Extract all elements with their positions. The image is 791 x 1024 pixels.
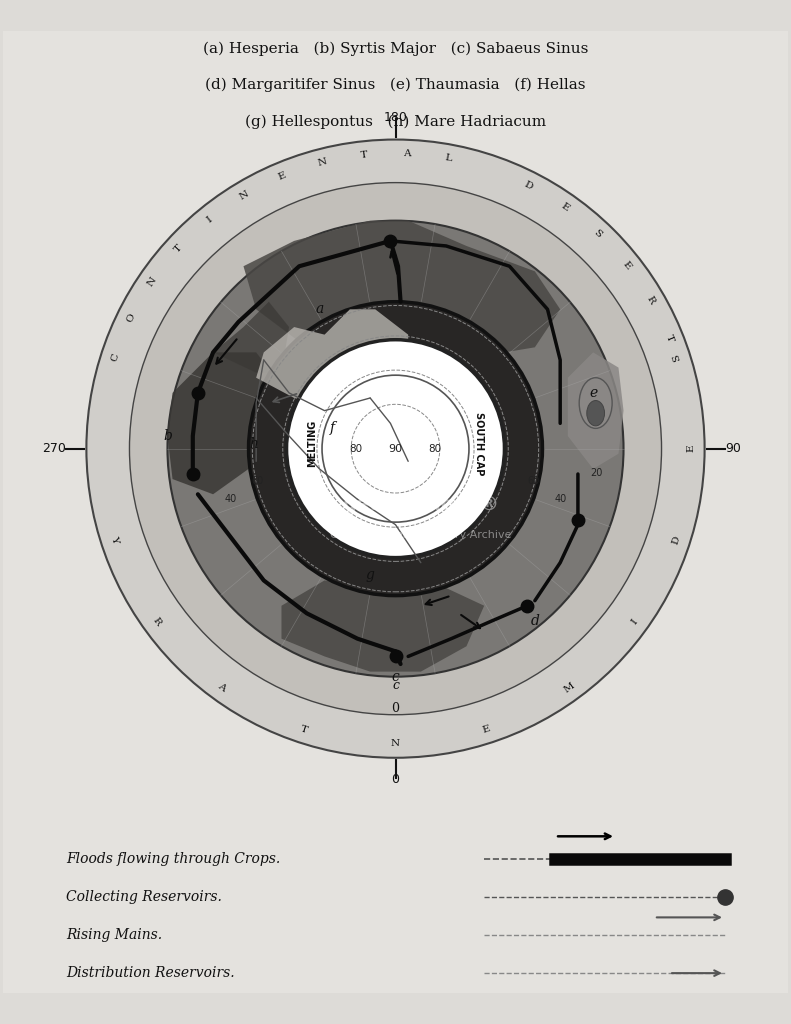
Text: S: S bbox=[671, 352, 682, 362]
Text: 20: 20 bbox=[188, 472, 201, 482]
Text: O: O bbox=[125, 312, 137, 324]
Circle shape bbox=[322, 375, 469, 522]
Text: Credit: Universal History Archive: Credit: Universal History Archive bbox=[330, 529, 512, 540]
Text: 90: 90 bbox=[725, 442, 740, 455]
Circle shape bbox=[248, 302, 543, 596]
Text: E: E bbox=[482, 724, 492, 735]
Text: E: E bbox=[277, 171, 287, 181]
Text: A: A bbox=[216, 682, 228, 693]
Text: E: E bbox=[686, 444, 695, 453]
Text: gettyimages®: gettyimages® bbox=[343, 495, 499, 514]
Text: C: C bbox=[109, 352, 120, 362]
Text: N: N bbox=[391, 739, 400, 749]
Text: D: D bbox=[523, 179, 535, 191]
Polygon shape bbox=[213, 302, 289, 373]
Text: N: N bbox=[146, 275, 158, 288]
Text: D: D bbox=[671, 535, 682, 545]
Text: c: c bbox=[392, 679, 399, 692]
Text: Rising Mains.: Rising Mains. bbox=[66, 928, 162, 942]
Text: Floods flowing through Crops.: Floods flowing through Crops. bbox=[66, 852, 280, 866]
Text: g: g bbox=[365, 568, 375, 583]
Ellipse shape bbox=[587, 400, 604, 426]
Text: 180: 180 bbox=[384, 112, 407, 124]
Circle shape bbox=[168, 220, 623, 677]
Text: T: T bbox=[664, 333, 675, 343]
Text: L: L bbox=[445, 154, 452, 164]
Text: N: N bbox=[238, 189, 251, 202]
Text: 60: 60 bbox=[528, 475, 540, 485]
Text: a: a bbox=[316, 302, 324, 316]
Text: (d) Margaritifer Sinus   (e) Thaumasia   (f) Hellas: (d) Margaritifer Sinus (e) Thaumasia (f)… bbox=[205, 78, 586, 92]
Text: T: T bbox=[300, 724, 309, 735]
Circle shape bbox=[286, 340, 505, 558]
Text: 40: 40 bbox=[225, 494, 237, 504]
Text: M: M bbox=[562, 681, 576, 694]
Text: 270: 270 bbox=[42, 442, 66, 455]
Text: 20: 20 bbox=[591, 468, 603, 478]
Polygon shape bbox=[244, 220, 560, 360]
Text: E: E bbox=[559, 201, 571, 213]
Ellipse shape bbox=[579, 378, 612, 428]
Text: T: T bbox=[360, 151, 368, 160]
Text: N: N bbox=[316, 158, 327, 168]
Text: S: S bbox=[592, 228, 604, 240]
Text: T: T bbox=[173, 243, 184, 254]
Text: SOUTH CAP: SOUTH CAP bbox=[474, 412, 484, 475]
Polygon shape bbox=[256, 309, 408, 411]
Text: e: e bbox=[589, 386, 597, 400]
Text: Distribution Reservoirs.: Distribution Reservoirs. bbox=[66, 966, 235, 980]
Text: A: A bbox=[403, 150, 411, 159]
Text: 60: 60 bbox=[251, 475, 263, 485]
Text: d: d bbox=[531, 614, 539, 628]
Circle shape bbox=[86, 139, 705, 758]
Text: (g) Hellespontus   (h) Mare Hadriacum: (g) Hellespontus (h) Mare Hadriacum bbox=[245, 115, 546, 129]
Text: R: R bbox=[151, 616, 163, 628]
Text: Y: Y bbox=[109, 536, 120, 545]
Polygon shape bbox=[168, 352, 282, 495]
Text: 80: 80 bbox=[350, 443, 363, 454]
Text: c: c bbox=[392, 670, 399, 684]
Circle shape bbox=[130, 182, 661, 715]
Text: f: f bbox=[330, 422, 335, 435]
Text: h: h bbox=[249, 436, 258, 451]
Text: 80: 80 bbox=[428, 443, 441, 454]
Polygon shape bbox=[282, 581, 484, 672]
Text: Collecting Reservoirs.: Collecting Reservoirs. bbox=[66, 890, 222, 904]
Text: MELTING: MELTING bbox=[307, 420, 317, 467]
Text: 0: 0 bbox=[392, 702, 399, 715]
Text: I: I bbox=[630, 617, 639, 627]
Text: b: b bbox=[163, 429, 172, 443]
Text: 40: 40 bbox=[554, 494, 566, 504]
Polygon shape bbox=[568, 352, 623, 469]
Text: E: E bbox=[621, 259, 633, 270]
Text: I: I bbox=[205, 215, 214, 224]
Text: 0: 0 bbox=[392, 773, 399, 786]
Text: (a) Hesperia   (b) Syrtis Major   (c) Sabaeus Sinus: (a) Hesperia (b) Syrtis Major (c) Sabaeu… bbox=[202, 41, 589, 55]
Text: R: R bbox=[645, 295, 657, 305]
Text: 90: 90 bbox=[388, 443, 403, 454]
